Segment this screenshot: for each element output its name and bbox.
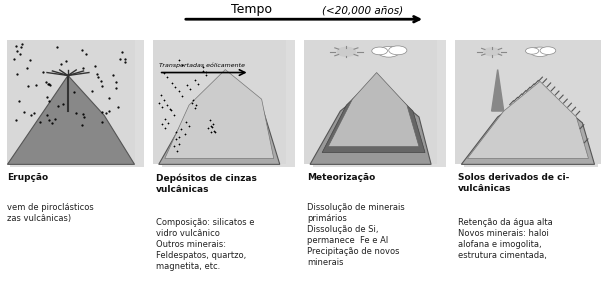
Polygon shape [7, 40, 134, 164]
FancyBboxPatch shape [455, 40, 601, 164]
Text: Dissolução de minerais
primários
Dissolução de Si,
permanece  Fe e Al
Precipitaç: Dissolução de minerais primários Dissolu… [307, 203, 405, 267]
Polygon shape [328, 72, 419, 146]
Circle shape [525, 48, 539, 54]
Text: Meteorização: Meteorização [307, 173, 375, 182]
Text: vem de piroclásticos
zas vulcânicas): vem de piroclásticos zas vulcânicas) [7, 203, 94, 223]
Circle shape [371, 47, 387, 55]
Polygon shape [492, 69, 503, 111]
FancyBboxPatch shape [304, 40, 437, 164]
Circle shape [378, 47, 399, 57]
Text: Erupção: Erupção [7, 173, 49, 182]
Text: Tempo: Tempo [232, 3, 272, 16]
Text: Solos derivados de ci-
vulcânicas: Solos derivados de ci- vulcânicas [458, 173, 570, 193]
FancyBboxPatch shape [10, 40, 143, 167]
FancyBboxPatch shape [162, 40, 295, 167]
Circle shape [484, 48, 500, 56]
FancyBboxPatch shape [465, 40, 598, 167]
Text: Retenção da água alta
Novos minerais: haloi
alofana e imogolita,
estrutura cimen: Retenção da água alta Novos minerais: ha… [458, 218, 553, 260]
FancyBboxPatch shape [153, 40, 286, 164]
Text: (<20,000 años): (<20,000 años) [322, 5, 403, 15]
Polygon shape [468, 82, 589, 159]
Polygon shape [461, 87, 595, 164]
Circle shape [540, 47, 556, 54]
Polygon shape [322, 76, 425, 153]
Polygon shape [310, 82, 431, 164]
FancyBboxPatch shape [313, 40, 446, 167]
Circle shape [389, 46, 407, 55]
Text: Depósitos de cinzas
vulcânicas: Depósitos de cinzas vulcânicas [156, 173, 257, 194]
Circle shape [530, 47, 550, 56]
Text: Composição: silicatos e
vidro vulcânico
Outros minerais:
Feldespatos, quartzo,
m: Composição: silicatos e vidro vulcânico … [156, 218, 254, 271]
Polygon shape [7, 76, 134, 164]
Polygon shape [159, 76, 280, 164]
Circle shape [337, 47, 356, 56]
Polygon shape [165, 69, 274, 159]
Text: Transportadas eólicamente: Transportadas eólicamente [159, 62, 245, 68]
